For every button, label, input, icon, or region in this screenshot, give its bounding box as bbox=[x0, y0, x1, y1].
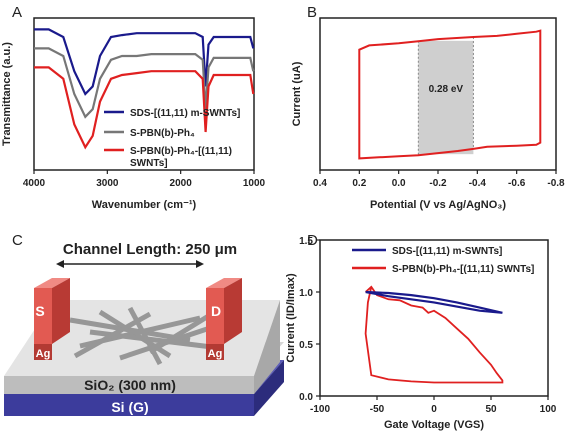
nanotube-network bbox=[69, 306, 221, 366]
ag-label-left: Ag bbox=[36, 348, 51, 360]
chart-b-xlabel: Potential (V vs Ag/AgNO₃) bbox=[370, 199, 506, 211]
drain-label: D bbox=[211, 303, 221, 319]
chart-b-xtick-label-1: 0.2 bbox=[352, 178, 366, 189]
channel-arrow-left bbox=[56, 260, 64, 268]
chart-b-xtick-label-3: -0.2 bbox=[429, 178, 447, 189]
panel-letter-d: D bbox=[307, 232, 318, 249]
chart-d-xtick-label-4: 100 bbox=[540, 404, 557, 415]
chart-a-legend-label-2: S-PBN(b)-Ph₄-[(11,11) SWNTs] bbox=[130, 146, 232, 169]
chart-d-xtick-label-2: 0 bbox=[431, 404, 437, 415]
chart-b-ylabel: Current (uA) bbox=[291, 61, 303, 126]
chart-a-legend-label-1: S-PBN(b)-Ph₄ bbox=[130, 128, 195, 139]
drain-electrode-top bbox=[206, 278, 242, 288]
channel-length-label: Channel Length: 250 μm bbox=[63, 241, 237, 258]
chart-d-ytick-label-3: 1.5 bbox=[299, 236, 313, 247]
source-electrode-top bbox=[34, 278, 70, 288]
panel-letter-a: A bbox=[12, 4, 23, 21]
chart-d-legend-label-0: SDS-[(11,11) m-SWNTs] bbox=[392, 246, 502, 257]
chart-d-ytick-label-1: 0.5 bbox=[299, 340, 313, 351]
chart-d-series-1 bbox=[364, 285, 504, 384]
ag-label-right: Ag bbox=[208, 348, 223, 360]
chart-b-xtick-label-4: -0.4 bbox=[469, 178, 487, 189]
chart-d-series-0 bbox=[365, 290, 503, 314]
chart-b-cv-curve bbox=[358, 29, 542, 160]
chart-d-ylabel: Current (ID/Imax) bbox=[285, 273, 297, 363]
chart-b-xtick-label-6: -0.8 bbox=[547, 178, 565, 189]
dielectric-label: SiO₂ (300 nm) bbox=[84, 377, 176, 393]
source-label: S bbox=[35, 303, 44, 319]
chart-a-ftir: 4000 3000 2000 1000 Transmittance (a.u.) Wa… bbox=[1, 17, 266, 211]
chart-d-xtick-label-1: -50 bbox=[370, 404, 385, 415]
source-electrode bbox=[34, 288, 52, 344]
panel-letter-c: C bbox=[12, 232, 23, 249]
chart-d-xlabel: Gate Voltage (VGS) bbox=[384, 419, 484, 431]
chart-a-ylabel: Transmittance (a.u.) bbox=[1, 42, 13, 146]
chart-d-ytick-label-0: 0.0 bbox=[299, 392, 313, 403]
chart-b-cv: 0.4 0.2 0.0 -0.2 -0.4 -0.6 -0.8 Current (uA) P… bbox=[291, 17, 565, 211]
panel-letter-b: B bbox=[307, 4, 318, 21]
chart-a-legend-label-0: SDS-[(11,11) m-SWNTs] bbox=[130, 108, 240, 119]
source-electrode-side bbox=[52, 278, 70, 344]
drain-electrode bbox=[206, 288, 224, 344]
sio2-front bbox=[4, 376, 254, 394]
si-gate-front bbox=[4, 394, 254, 416]
chart-b-shaded-region bbox=[418, 40, 474, 155]
chart-b-xtick-label-5: -0.6 bbox=[508, 178, 526, 189]
chart-d-legend-label-1: S-PBN(b)-Ph₄-[(11,11) SWNTs] bbox=[392, 264, 534, 275]
chart-d-xtick-label-0: -100 bbox=[310, 404, 330, 415]
channel-arrow-right bbox=[196, 260, 204, 268]
chart-a-xtick-label-1: 3000 bbox=[96, 178, 119, 189]
ag-contact-right bbox=[206, 344, 224, 360]
chart-b-annotation: 0.28 eV bbox=[429, 84, 464, 95]
chart-a-frame bbox=[33, 17, 255, 171]
device-schematic: S Ag D Ag Channel Length: 250 μm SiO₂ (3… bbox=[4, 241, 284, 416]
chart-a-series-1 bbox=[34, 47, 255, 119]
gate-label: Si (G) bbox=[111, 399, 148, 415]
chart-d-ytick-label-2: 1.0 bbox=[299, 288, 313, 299]
chart-a-xlabel: Wavenumber (cm⁻¹) bbox=[92, 199, 197, 211]
chart-a-series-0 bbox=[34, 28, 255, 96]
ag-contact-left bbox=[34, 344, 52, 360]
sio2-side bbox=[254, 300, 280, 394]
chart-a-xtick-label-3: 1000 bbox=[243, 178, 266, 189]
chart-a-xtick-label-0: 4000 bbox=[23, 178, 46, 189]
chart-b-xtick-label-2: 0.0 bbox=[392, 178, 406, 189]
chart-d-xtick-label-3: 50 bbox=[485, 404, 497, 415]
chart-d-transfer: -100 -50 0 50 100 0.0 0.5 1.0 1.5 Current (ID/Im… bbox=[285, 236, 557, 431]
chart-a-series-2 bbox=[34, 66, 255, 150]
drain-electrode-side bbox=[224, 278, 242, 344]
chart-a-xtick-label-2: 2000 bbox=[170, 178, 193, 189]
si-gate-side bbox=[254, 360, 284, 416]
chart-b-xtick-label-0: 0.4 bbox=[313, 178, 327, 189]
